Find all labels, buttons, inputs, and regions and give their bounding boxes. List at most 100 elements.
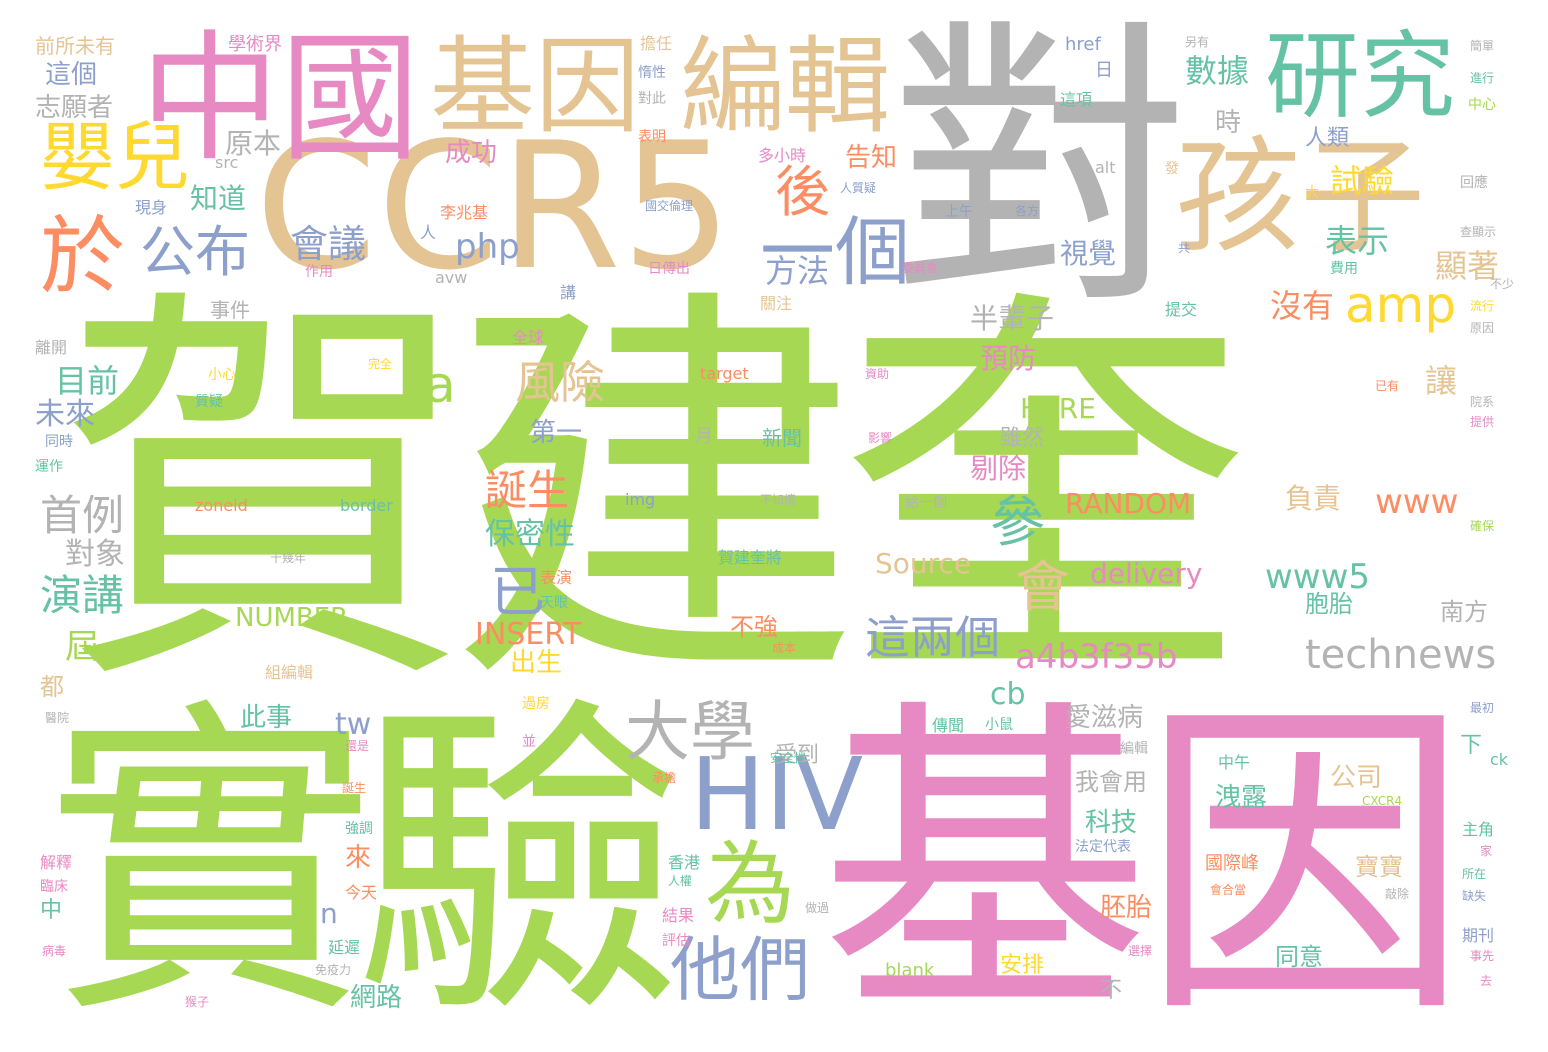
word: blank (885, 960, 935, 981)
word: amp (1345, 276, 1457, 334)
word: n (320, 897, 338, 930)
word: ck (1490, 750, 1509, 769)
word: 都 (40, 673, 64, 701)
word: 中午 (1218, 753, 1251, 772)
word: 承擔 (652, 771, 677, 785)
word: 延遲 (328, 938, 361, 957)
word: 還是 (345, 739, 370, 753)
word: a4b3f35b (1015, 637, 1178, 677)
word: HERE (1020, 392, 1096, 425)
word: 並 (522, 734, 536, 750)
word: 人類 (1305, 126, 1350, 151)
word: 簡單 (1470, 39, 1495, 53)
word: 為 (705, 832, 795, 937)
word: 人 (420, 223, 437, 242)
word: 目前 (55, 362, 120, 400)
word: 資助 (865, 367, 890, 381)
word: 確保 (1470, 519, 1495, 533)
word: 第一 (530, 418, 583, 448)
word: 影響 (868, 431, 893, 445)
word: 南方 (1440, 598, 1488, 626)
word: www5 (1265, 557, 1371, 597)
word: CCR5 (255, 106, 733, 309)
word: 不強 (730, 613, 778, 641)
word: 不知情 (760, 493, 797, 507)
word: 屆 (65, 627, 99, 667)
word: 成本 (772, 641, 797, 655)
word: 後 (775, 160, 831, 224)
word: 志願者 (35, 93, 114, 123)
word: NUMBER (235, 603, 349, 633)
word: 這兩個 (865, 611, 1001, 664)
word: 多小時 (758, 146, 807, 165)
word: 這項 (1060, 90, 1093, 109)
word: 日 (1095, 60, 1113, 81)
word: 解釋 (40, 853, 73, 872)
word: 中 (40, 898, 63, 923)
word: 科技 (1085, 808, 1138, 838)
word: 質疑 (195, 394, 223, 410)
word: 做過 (805, 901, 830, 915)
word: 知道 (190, 182, 247, 215)
word: 愛滋病 (1065, 703, 1144, 733)
word: 此事 (240, 703, 293, 733)
word: 大學 (625, 695, 756, 770)
word: 小心 (208, 367, 236, 383)
word: src (215, 153, 239, 172)
word: 中心 (1468, 97, 1496, 113)
word: 未來 (35, 397, 95, 432)
word: 同時 (45, 434, 73, 450)
word: 離開 (35, 338, 68, 357)
word: a (425, 356, 456, 414)
word: 對 (890, 0, 1190, 344)
word: 擔任 (640, 34, 673, 53)
word: 費用 (1330, 261, 1358, 277)
word: 顯著 (1435, 247, 1500, 285)
word: 編輯 (680, 26, 891, 148)
word: CXCR4 (1362, 794, 1403, 808)
word: 沒有 (1270, 287, 1335, 325)
word: 同意 (1275, 943, 1323, 971)
word: 下 (1460, 733, 1483, 758)
word: 會議 (290, 222, 367, 266)
word: 免疫力 (315, 963, 352, 977)
word: 評估 (662, 933, 690, 949)
word: www (1375, 482, 1459, 522)
word: 前所未有 (35, 34, 115, 58)
word: 負責 (1285, 482, 1342, 515)
word: 安排 (1000, 953, 1045, 978)
word: 上午 (945, 204, 973, 220)
word: INSERT (475, 617, 582, 652)
word: 傳聞 (932, 716, 965, 735)
word: 國際峰 (1205, 853, 1259, 874)
word: php (455, 227, 520, 267)
word: Source (875, 547, 972, 580)
word: target (700, 364, 749, 383)
word: 查顯示 (1460, 225, 1497, 239)
word: 十幾年 (270, 551, 307, 565)
word: 已 (490, 560, 546, 624)
word: href (1065, 34, 1101, 55)
word: 研究 (1265, 22, 1456, 132)
word: 講 (560, 283, 577, 302)
word: 運作 (35, 459, 63, 475)
word: 實驗 (45, 673, 685, 1052)
word: 所在 (1462, 867, 1487, 881)
word: 國交倫理 (645, 199, 694, 213)
word: 作用 (305, 264, 333, 280)
word: 預防 (980, 342, 1037, 375)
word: 數據 (1185, 52, 1250, 90)
word: 洩露 (1215, 783, 1268, 813)
word: 來 (345, 843, 372, 873)
word: 原因 (1470, 321, 1495, 335)
word: 醫院 (45, 711, 70, 725)
word: 李兆基 (440, 203, 489, 222)
word: 讓 (1425, 362, 1458, 400)
word: 小鼠 (985, 717, 1013, 733)
word: 天眼 (540, 595, 568, 611)
word: 現身 (135, 198, 168, 217)
word: 新聞 (762, 426, 802, 450)
word: 基因 (820, 673, 1470, 1052)
word: 日傳出 (648, 261, 690, 277)
word: 一個 (760, 208, 911, 296)
